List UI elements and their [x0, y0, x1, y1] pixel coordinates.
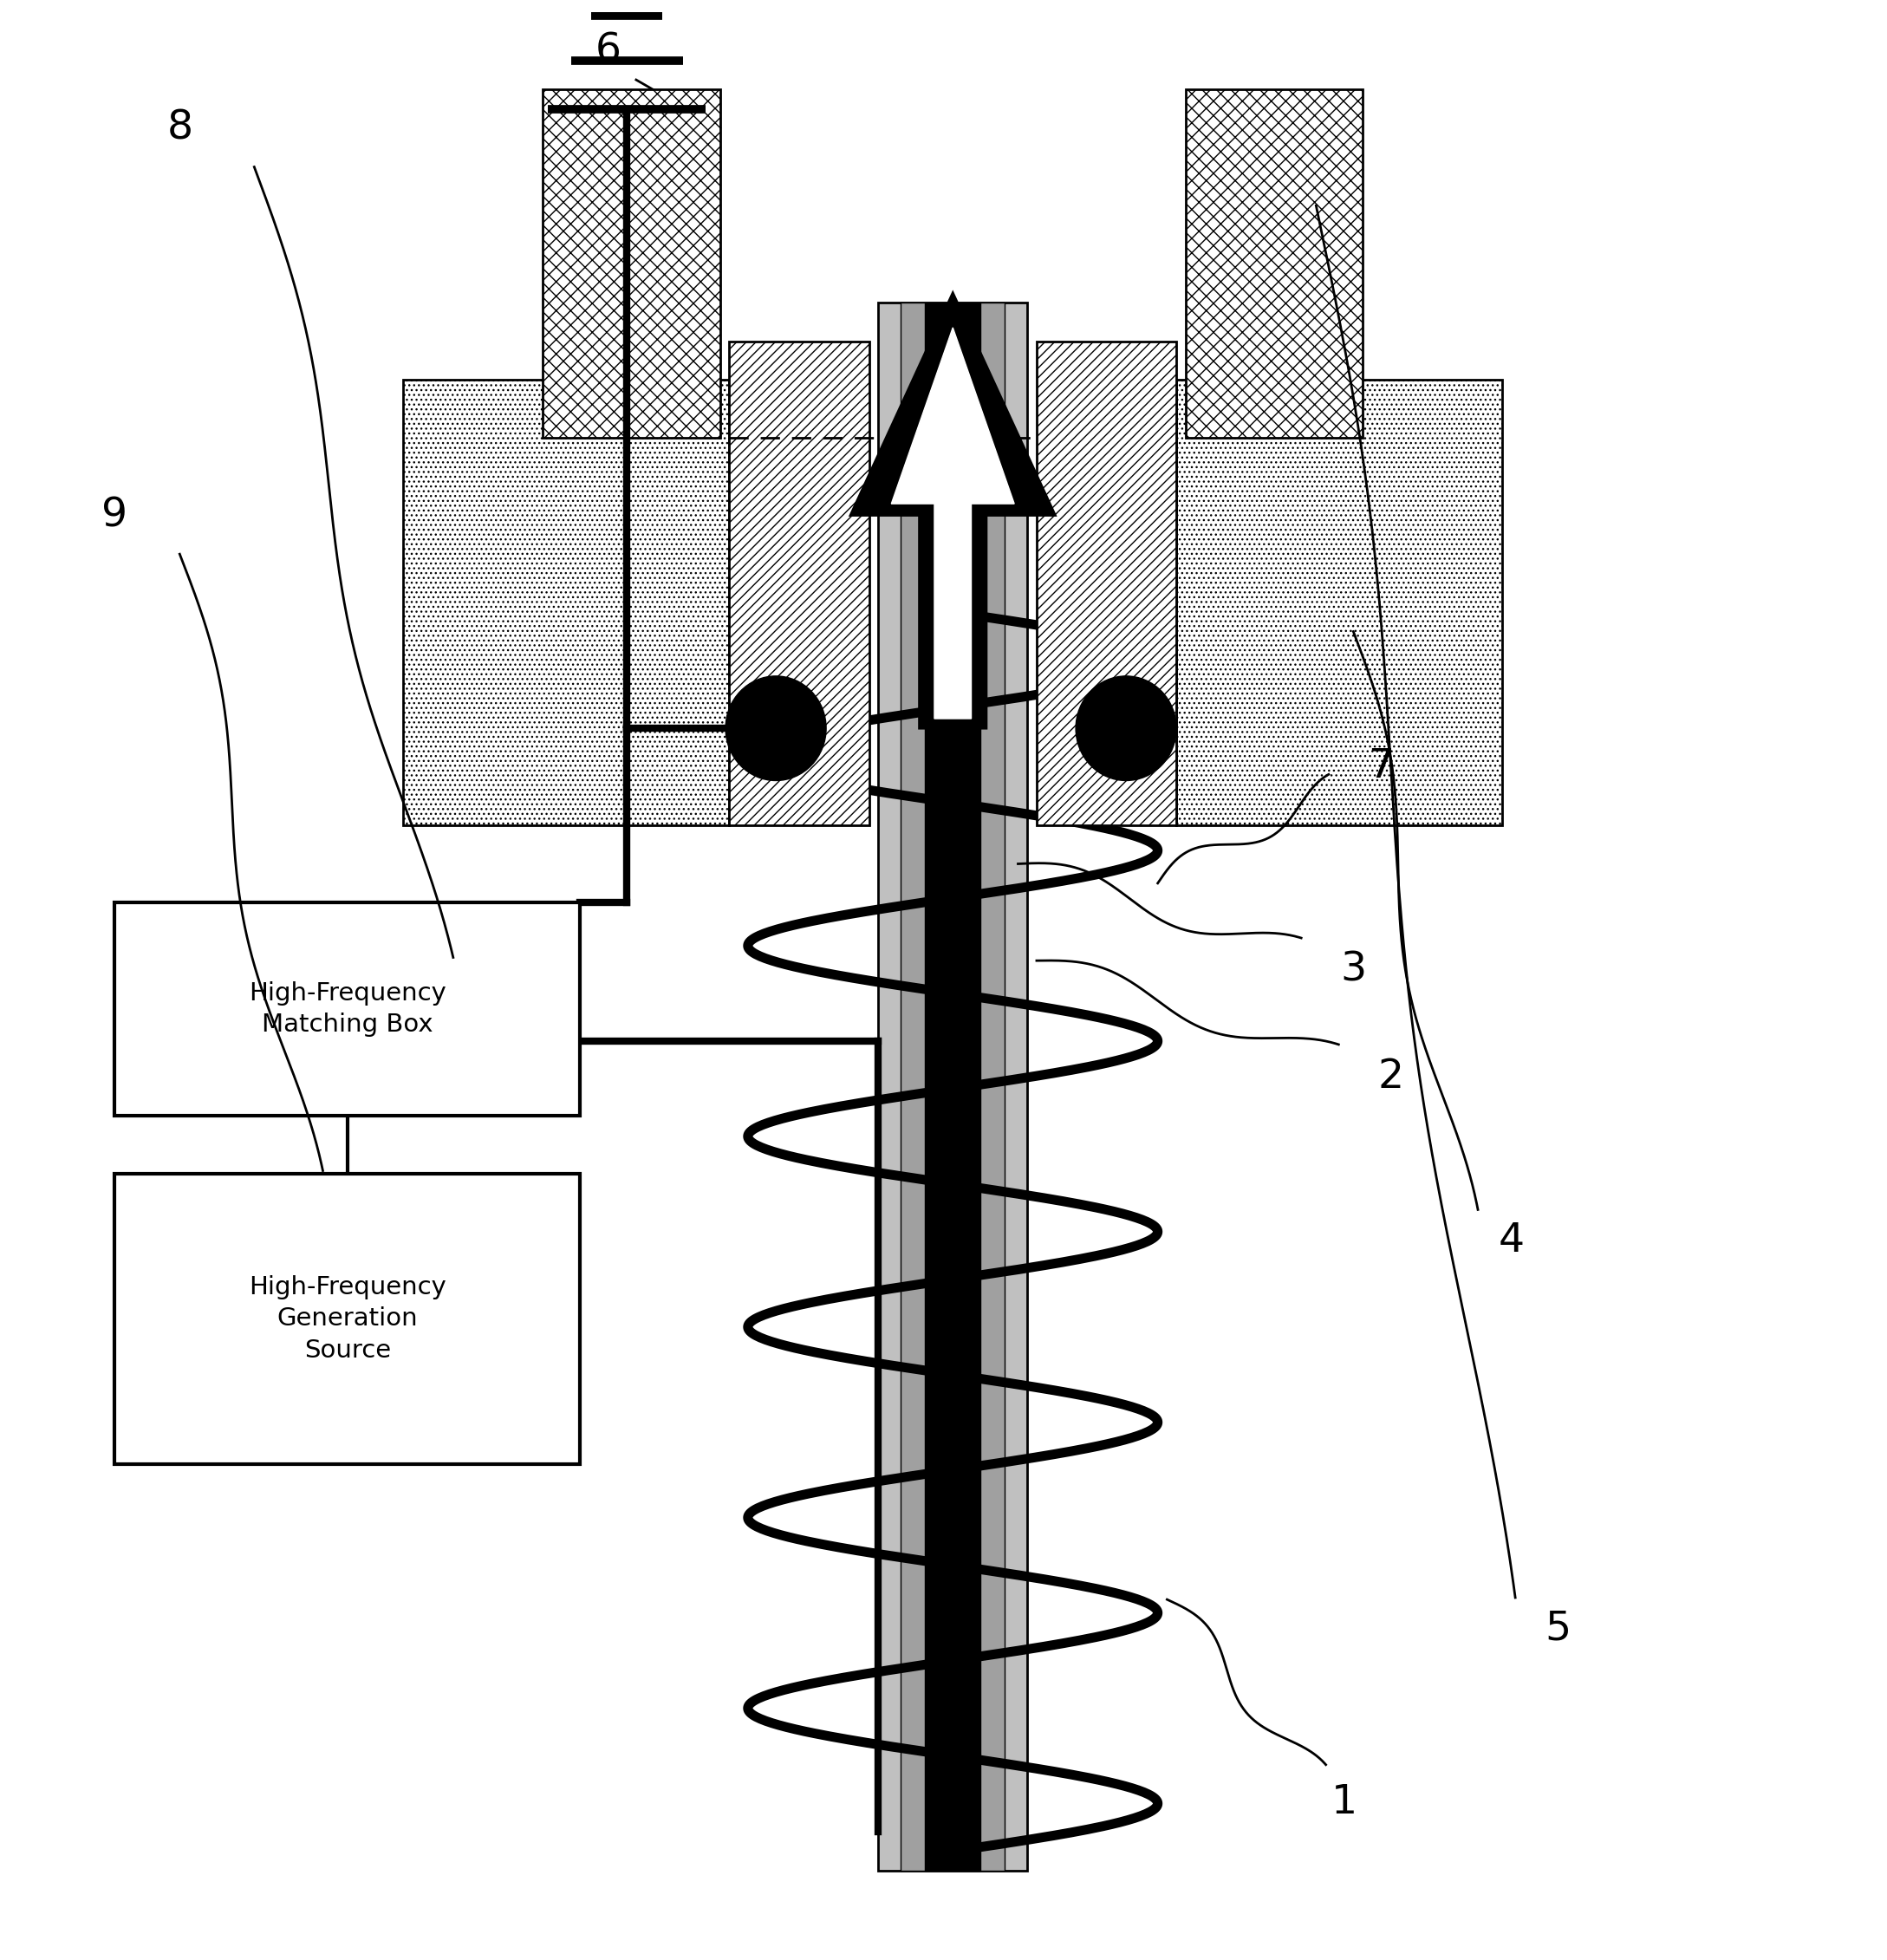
Bar [728, 341, 870, 825]
Text: 3: 3 [1340, 951, 1366, 990]
Text: 9: 9 [102, 496, 128, 535]
Bar [115, 902, 579, 1115]
Bar [115, 1174, 579, 1464]
Bar [900, 302, 1006, 1870]
Text: 2: 2 [1378, 1056, 1404, 1096]
Text: 5: 5 [1545, 1609, 1572, 1648]
Text: High-Frequency
Generation
Source: High-Frequency Generation Source [249, 1274, 445, 1362]
Polygon shape [851, 292, 1055, 729]
Bar [543, 90, 721, 437]
Polygon shape [891, 327, 1015, 719]
Bar [1176, 380, 1502, 825]
Text: 1: 1 [1330, 1784, 1357, 1823]
Bar [404, 380, 728, 825]
Text: 4: 4 [1498, 1221, 1525, 1260]
Bar [877, 302, 1027, 1870]
Circle shape [725, 676, 827, 780]
Bar [925, 302, 981, 1870]
Text: 8: 8 [166, 108, 192, 147]
Circle shape [1076, 676, 1176, 780]
Text: High-Frequency
Matching Box: High-Frequency Matching Box [249, 980, 445, 1037]
Bar [1036, 341, 1176, 825]
Text: 7: 7 [1368, 747, 1394, 786]
Bar [1185, 90, 1362, 437]
Text: 6: 6 [594, 31, 621, 71]
